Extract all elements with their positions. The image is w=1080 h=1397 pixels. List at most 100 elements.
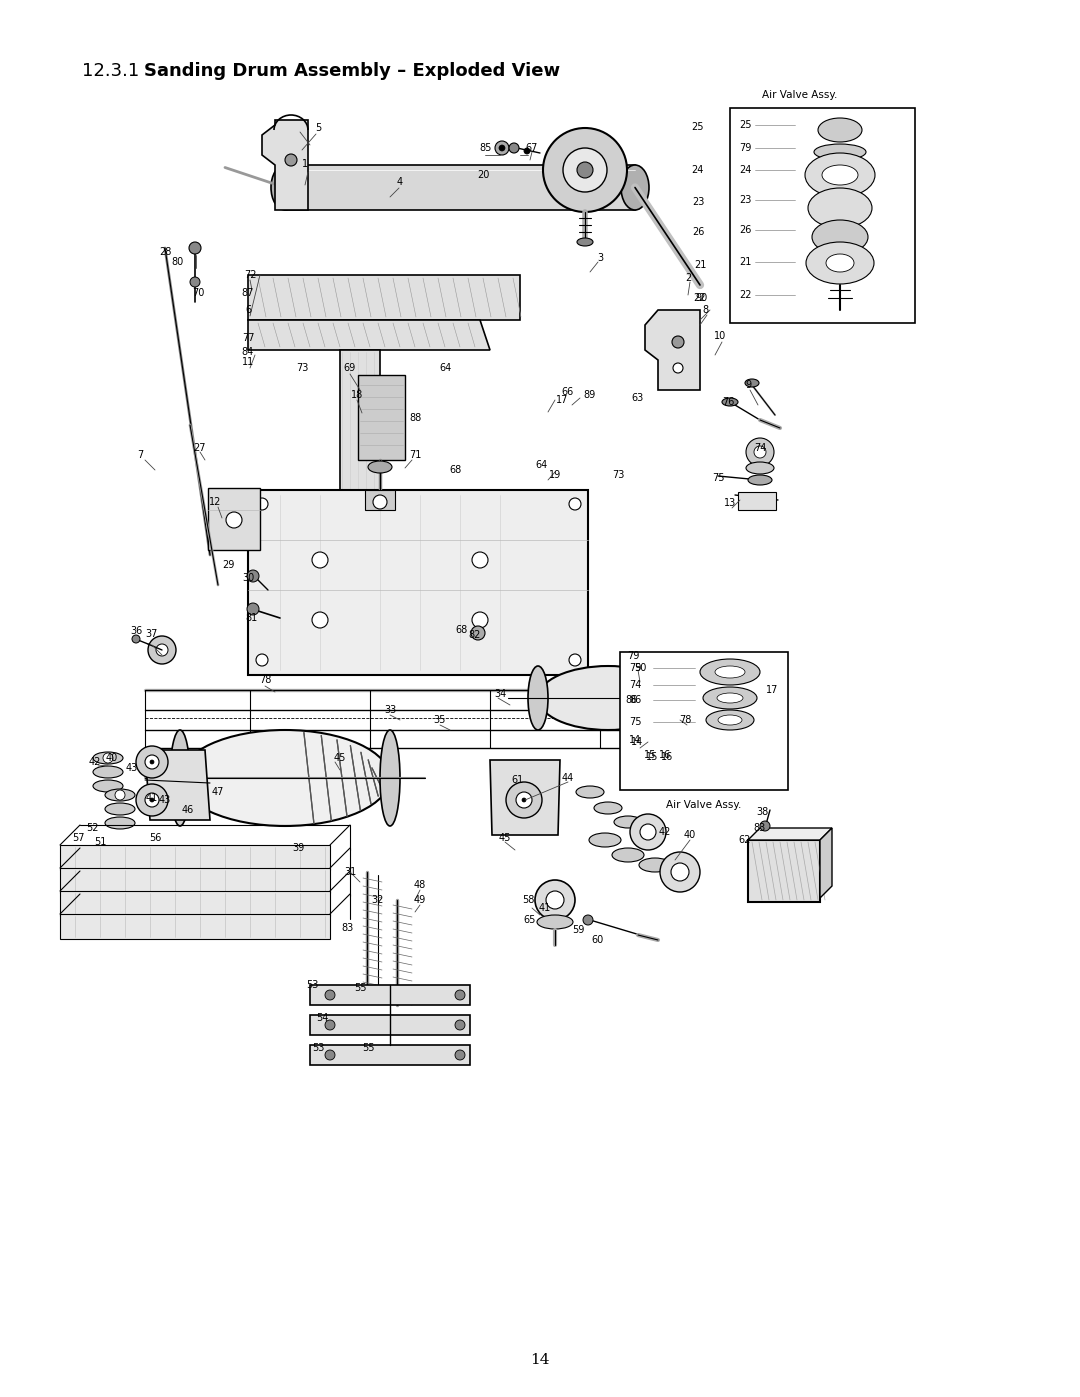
- Text: 89: 89: [584, 390, 596, 400]
- Text: 21: 21: [739, 257, 752, 267]
- Polygon shape: [248, 320, 490, 351]
- Text: 40: 40: [684, 830, 697, 840]
- Circle shape: [156, 644, 168, 657]
- Text: 54: 54: [315, 1013, 328, 1023]
- Text: 42: 42: [89, 757, 102, 767]
- Ellipse shape: [576, 787, 604, 798]
- Text: 15: 15: [644, 750, 657, 760]
- Text: 86: 86: [626, 694, 638, 705]
- Ellipse shape: [703, 687, 757, 710]
- Ellipse shape: [170, 731, 190, 826]
- Ellipse shape: [805, 154, 875, 197]
- Text: 22: 22: [739, 291, 752, 300]
- Circle shape: [325, 1020, 335, 1030]
- Text: 42: 42: [659, 827, 671, 837]
- Circle shape: [148, 636, 176, 664]
- Text: 57: 57: [71, 833, 84, 842]
- Ellipse shape: [594, 802, 622, 814]
- Ellipse shape: [826, 254, 854, 272]
- Ellipse shape: [577, 237, 593, 246]
- Text: 14: 14: [530, 1354, 550, 1368]
- Circle shape: [673, 363, 683, 373]
- Circle shape: [455, 1020, 465, 1030]
- Text: 8: 8: [702, 305, 708, 314]
- Ellipse shape: [93, 766, 123, 778]
- Circle shape: [507, 782, 542, 819]
- Text: 14: 14: [631, 738, 643, 747]
- Text: 49: 49: [414, 895, 427, 905]
- Ellipse shape: [105, 803, 135, 814]
- Text: 17: 17: [766, 685, 779, 694]
- Text: 79: 79: [626, 651, 639, 661]
- Text: 12: 12: [208, 497, 221, 507]
- Ellipse shape: [615, 816, 642, 828]
- Polygon shape: [490, 760, 561, 835]
- Text: 32: 32: [372, 895, 384, 905]
- Circle shape: [671, 863, 689, 882]
- Circle shape: [509, 142, 519, 154]
- Text: 25: 25: [739, 120, 752, 130]
- Text: 83: 83: [342, 923, 354, 933]
- Ellipse shape: [612, 848, 644, 862]
- Circle shape: [455, 1051, 465, 1060]
- Text: 85: 85: [480, 142, 492, 154]
- Text: 82: 82: [469, 630, 482, 640]
- Ellipse shape: [723, 398, 738, 407]
- Text: 76: 76: [721, 397, 734, 407]
- Text: 24: 24: [691, 165, 703, 175]
- Polygon shape: [60, 868, 330, 893]
- Ellipse shape: [669, 666, 688, 731]
- Text: 75: 75: [712, 474, 725, 483]
- Text: 63: 63: [632, 393, 644, 402]
- Text: 51: 51: [94, 837, 106, 847]
- Bar: [208, 488, 260, 550]
- Text: 16: 16: [661, 752, 673, 761]
- Circle shape: [472, 612, 488, 629]
- Circle shape: [103, 753, 113, 763]
- Circle shape: [563, 148, 607, 191]
- Ellipse shape: [812, 219, 868, 254]
- Text: 72: 72: [244, 270, 256, 279]
- Ellipse shape: [537, 915, 573, 929]
- Ellipse shape: [748, 475, 772, 485]
- Ellipse shape: [538, 666, 678, 731]
- Circle shape: [630, 814, 666, 849]
- Ellipse shape: [814, 144, 866, 161]
- Text: 52: 52: [85, 823, 98, 833]
- Circle shape: [114, 789, 125, 800]
- Text: 29: 29: [221, 560, 234, 570]
- Text: 66: 66: [562, 387, 575, 397]
- Polygon shape: [60, 845, 330, 870]
- Circle shape: [569, 497, 581, 510]
- Circle shape: [325, 1051, 335, 1060]
- Text: 17: 17: [556, 395, 568, 405]
- Text: 86: 86: [629, 694, 642, 705]
- Text: 68: 68: [449, 465, 461, 475]
- Text: 68: 68: [456, 624, 468, 636]
- Text: 38: 38: [756, 807, 768, 817]
- Ellipse shape: [717, 693, 743, 703]
- Circle shape: [247, 604, 259, 615]
- Circle shape: [247, 570, 259, 583]
- Text: 77: 77: [242, 332, 254, 344]
- Text: 33: 33: [383, 705, 396, 715]
- Text: 78: 78: [259, 675, 271, 685]
- Text: 13: 13: [724, 497, 737, 509]
- Text: 37: 37: [146, 629, 158, 638]
- Text: 78: 78: [679, 715, 691, 725]
- Ellipse shape: [93, 752, 123, 764]
- Text: 84: 84: [242, 346, 254, 358]
- Circle shape: [746, 439, 774, 467]
- Ellipse shape: [271, 165, 299, 210]
- Circle shape: [150, 798, 154, 802]
- Circle shape: [150, 760, 154, 764]
- Text: 11: 11: [242, 358, 254, 367]
- Text: 10: 10: [714, 331, 726, 341]
- Polygon shape: [285, 165, 635, 210]
- Circle shape: [312, 552, 328, 569]
- Circle shape: [583, 915, 593, 925]
- Text: 23: 23: [739, 196, 752, 205]
- Ellipse shape: [700, 659, 760, 685]
- Text: 46: 46: [181, 805, 194, 814]
- Circle shape: [516, 792, 532, 807]
